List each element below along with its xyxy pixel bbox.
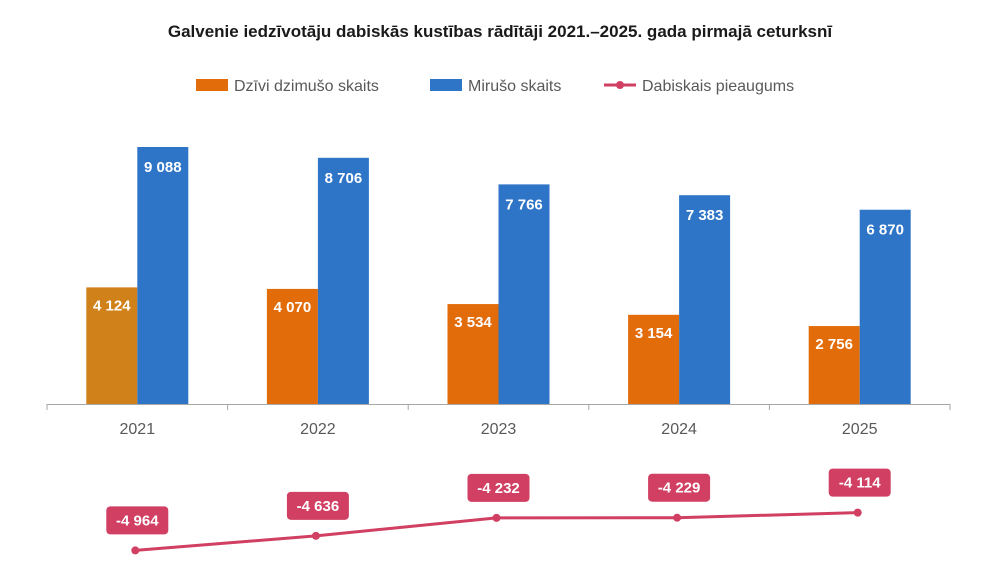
growth-point-2025 <box>853 508 862 517</box>
legend-births-swatch <box>196 79 228 91</box>
legend-births-label: Dzīvi dzimušo skaits <box>234 78 379 95</box>
bar-deaths-2023 <box>498 184 550 404</box>
growth-point-2024 <box>673 513 682 522</box>
bar-label-births-2025: 2 756 <box>815 336 853 353</box>
bar-births-2025 <box>808 326 860 404</box>
x-tick-label-2025: 2025 <box>842 421 878 438</box>
bar-births-2023 <box>447 304 499 404</box>
growth-point-2021 <box>131 546 140 555</box>
bar-deaths-2021 <box>137 147 189 404</box>
growth-point-2022 <box>311 531 320 540</box>
growth-line-group: -4 964 -4 636 -4 232 -4 229 -4 114 <box>106 468 891 555</box>
bar-label-births-2023: 3 534 <box>454 314 492 331</box>
growth-badge-2024 <box>648 473 711 502</box>
legend-deaths-swatch <box>430 79 462 91</box>
legend: Dzīvi dzimušo skaits Mirušo skaits Dabiska… <box>196 78 794 95</box>
legend-births: Dzīvi dzimušo skaits <box>196 78 379 95</box>
x-tick-label-2021: 2021 <box>120 421 156 438</box>
chart-title: Galvenie iedzīvotāju dabiskās kustības r… <box>167 22 833 41</box>
growth-badge-2023 <box>467 473 530 502</box>
bar-deaths-2025 <box>859 209 911 404</box>
bar-label-births-2021: 4 124 <box>93 297 131 314</box>
bar-births-2024 <box>628 314 680 404</box>
x-tick-label-2023: 2023 <box>481 421 517 438</box>
growth-label-2021: -4 964 <box>116 512 159 529</box>
bar-label-deaths-2023: 7 766 <box>505 196 543 213</box>
growth-badge-2025 <box>828 468 891 497</box>
bar-label-deaths-2025: 6 870 <box>866 222 904 239</box>
growth-label-2022: -4 636 <box>297 498 340 515</box>
legend-deaths-label: Mirušo skaits <box>468 78 561 95</box>
legend-growth-marker <box>616 81 624 89</box>
bar-births-2021 <box>86 287 138 404</box>
legend-growth: Dabiskais pieaugums <box>604 78 794 95</box>
growth-label-2023: -4 232 <box>477 480 520 497</box>
bar-label-births-2022: 4 070 <box>274 299 312 316</box>
bar-births-2022 <box>266 288 318 404</box>
bar-label-births-2024: 3 154 <box>635 325 673 342</box>
bar-deaths-2022 <box>317 157 369 404</box>
growth-badge-2021 <box>106 506 169 535</box>
bar-label-deaths-2021: 9 088 <box>144 159 182 176</box>
legend-deaths: Mirušo skaits <box>430 78 561 95</box>
growth-label-2024: -4 229 <box>658 480 701 497</box>
growth-badge-2022 <box>286 491 349 520</box>
bar-deaths-2024 <box>679 195 731 404</box>
bars-group: 4 124 9 088 4 070 8 706 3 534 7 766 3 154 7 383… <box>86 147 911 404</box>
growth-label-2025: -4 114 <box>839 475 881 492</box>
bar-label-deaths-2024: 7 383 <box>686 207 724 224</box>
x-tick-label-2022: 2022 <box>300 421 336 438</box>
bar-label-deaths-2022: 8 706 <box>325 170 363 187</box>
x-tick-label-2024: 2024 <box>661 421 697 438</box>
growth-point-2023 <box>492 513 501 522</box>
legend-growth-label: Dabiskais pieaugums <box>642 78 794 95</box>
x-axis: 2021 2022 2023 2024 2025 <box>46 404 951 438</box>
